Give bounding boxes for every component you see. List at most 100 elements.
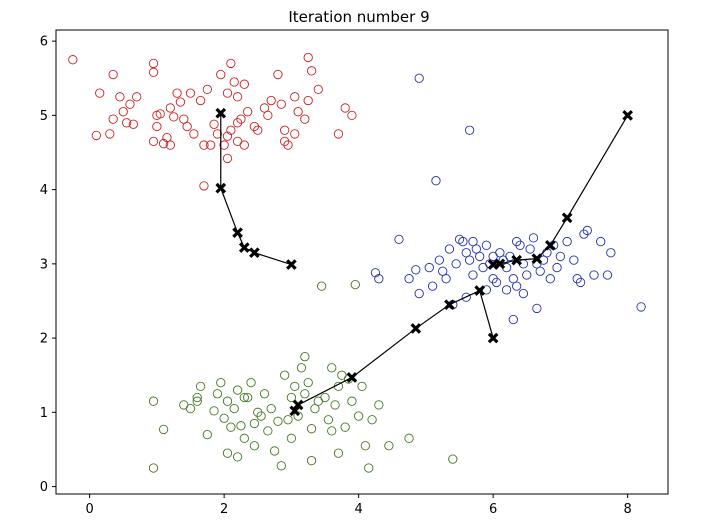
axis-ticks: 0 2 4 6 8 0 1 2 3 4 5 6 bbox=[40, 35, 632, 517]
data-point-blue bbox=[444, 244, 455, 254]
centroid-marker bbox=[249, 247, 260, 259]
data-point-red bbox=[68, 55, 78, 65]
data-point-red bbox=[216, 69, 226, 80]
data-point-red bbox=[128, 119, 138, 129]
data-point-red bbox=[202, 84, 212, 95]
data-point-green bbox=[448, 454, 458, 464]
data-point-green bbox=[216, 377, 226, 388]
data-point-red bbox=[232, 118, 243, 128]
data-point-green bbox=[310, 403, 320, 414]
data-point-red bbox=[333, 129, 344, 139]
data-point-blue bbox=[394, 234, 404, 245]
data-point-blue bbox=[461, 248, 471, 258]
data-point-green bbox=[330, 400, 340, 410]
data-point-green bbox=[293, 411, 303, 421]
data-point-green bbox=[357, 381, 367, 392]
centroid-marker bbox=[238, 242, 250, 253]
x-tick-label: 8 bbox=[624, 502, 632, 517]
data-point-red bbox=[236, 114, 246, 124]
data-point-red bbox=[222, 88, 233, 98]
data-point-blue bbox=[451, 259, 461, 269]
data-point-red bbox=[209, 119, 219, 129]
data-point-blue bbox=[532, 303, 542, 314]
centroid-marker bbox=[511, 254, 523, 266]
data-point-blue bbox=[370, 268, 381, 278]
data-point-red bbox=[300, 114, 310, 124]
data-point-green bbox=[243, 392, 253, 403]
data-point-red bbox=[226, 125, 236, 135]
data-point-red bbox=[259, 103, 270, 113]
data-point-red bbox=[165, 140, 175, 150]
y-tick-label: 5 bbox=[40, 109, 48, 124]
data-point-blue bbox=[512, 281, 522, 291]
data-point-red bbox=[283, 140, 293, 150]
data-point-green bbox=[303, 377, 313, 388]
data-point-green bbox=[253, 407, 263, 417]
y-tick-label: 0 bbox=[40, 480, 48, 495]
data-point-green bbox=[353, 411, 364, 421]
data-point-green bbox=[367, 415, 377, 425]
data-point-blue bbox=[475, 251, 485, 262]
data-point-green bbox=[374, 400, 384, 410]
centroid-path-3 bbox=[294, 289, 494, 412]
centroid-marker bbox=[444, 299, 455, 311]
data-point-blue bbox=[515, 240, 525, 250]
data-point-red bbox=[118, 107, 128, 117]
data-point-blue bbox=[596, 236, 606, 247]
centroid-marker bbox=[561, 212, 573, 224]
data-point-blue bbox=[528, 233, 539, 243]
centroid-marker bbox=[346, 372, 358, 383]
chart-title: Iteration number 9 bbox=[288, 8, 429, 26]
data-point-green bbox=[306, 455, 317, 466]
data-point-blue bbox=[572, 274, 582, 284]
data-point-red bbox=[313, 84, 323, 95]
data-point-green bbox=[269, 446, 280, 456]
data-point-blue bbox=[555, 251, 566, 262]
data-point-blue bbox=[488, 274, 498, 284]
data-point-red bbox=[303, 52, 313, 63]
data-point-green bbox=[222, 396, 233, 406]
data-point-red bbox=[263, 110, 273, 121]
data-point-green bbox=[239, 392, 249, 403]
data-point-red bbox=[266, 95, 276, 106]
centroid-marker bbox=[286, 259, 297, 270]
data-point-red bbox=[105, 129, 115, 139]
data-point-red bbox=[229, 77, 239, 87]
data-point-green bbox=[280, 370, 290, 380]
data-point-blue bbox=[501, 285, 512, 295]
data-point-green bbox=[259, 389, 270, 399]
data-point-red bbox=[155, 109, 165, 119]
data-point-red bbox=[132, 92, 142, 102]
data-point-blue bbox=[636, 302, 646, 312]
data-point-blue bbox=[461, 292, 471, 302]
data-point-blue bbox=[562, 236, 572, 247]
data-point-red bbox=[95, 88, 105, 98]
data-point-green bbox=[323, 415, 334, 425]
data-point-green bbox=[290, 381, 300, 392]
data-point-blue bbox=[575, 277, 586, 288]
data-point-blue bbox=[569, 255, 579, 265]
data-point-blue bbox=[404, 274, 414, 284]
data-point-green bbox=[404, 433, 414, 443]
centroid-marker bbox=[487, 259, 499, 270]
data-point-green bbox=[300, 352, 310, 362]
data-point-green bbox=[239, 433, 249, 443]
x-tick-label: 4 bbox=[354, 502, 362, 517]
data-point-green bbox=[266, 403, 276, 414]
data-point-green bbox=[320, 392, 330, 403]
data-point-green bbox=[246, 377, 256, 388]
data-point-blue bbox=[582, 225, 592, 236]
data-point-red bbox=[347, 110, 357, 121]
data-point-green bbox=[185, 403, 196, 414]
data-point-green bbox=[232, 385, 243, 395]
data-point-red bbox=[175, 97, 186, 107]
data-point-red bbox=[206, 140, 216, 150]
data-point-green bbox=[148, 396, 159, 406]
data-point-green bbox=[222, 448, 233, 458]
data-point-green bbox=[296, 363, 307, 373]
data-point-green bbox=[350, 279, 360, 290]
data-point-green bbox=[340, 422, 350, 432]
data-point-green bbox=[306, 424, 317, 434]
data-point-red bbox=[91, 130, 102, 141]
